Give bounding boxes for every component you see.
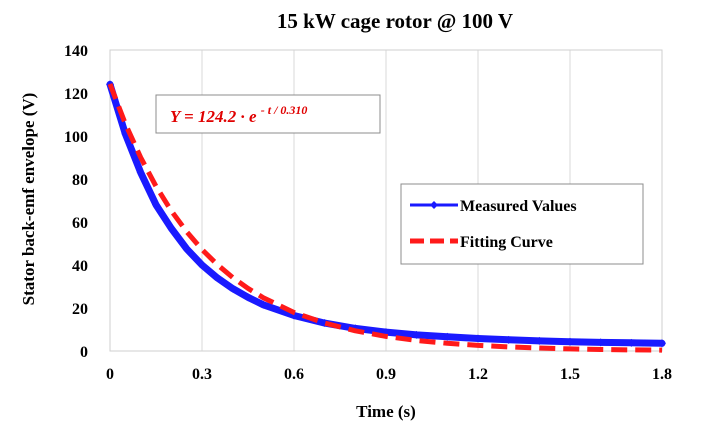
x-tick-label: 0.6 — [284, 366, 304, 383]
legend-diamond-icon — [430, 201, 438, 209]
data-point-measured — [443, 332, 452, 341]
y-tick-labels: 0 20 40 60 80 100 120 140 — [64, 43, 88, 361]
y-tick-label: 60 — [72, 215, 88, 232]
equation-main: Y = 124.2 · e — [170, 107, 257, 126]
data-point-measured — [504, 335, 513, 344]
y-tick-label: 100 — [64, 129, 88, 146]
data-point-measured — [535, 336, 544, 345]
data-point-measured — [627, 338, 636, 347]
data-point-measured — [182, 244, 191, 253]
data-point-measured — [198, 261, 206, 269]
data-point-measured — [244, 293, 252, 302]
data-point-measured — [566, 337, 574, 346]
x-tick-label: 1.8 — [652, 366, 672, 383]
equation-exponent: - t / 0.310 — [261, 103, 308, 117]
x-tick-label: 1.2 — [468, 366, 488, 383]
data-point-measured — [474, 334, 482, 343]
data-point-measured — [152, 200, 160, 209]
y-tick-label: 40 — [72, 258, 88, 275]
y-tick-label: 120 — [64, 86, 88, 103]
x-tick-labels: 0 0.3 0.6 0.9 1.2 1.5 1.8 — [106, 366, 672, 383]
y-tick-label: 140 — [64, 43, 88, 60]
x-tick-label: 1.5 — [560, 366, 580, 383]
y-tick-label: 80 — [72, 172, 88, 189]
data-point-measured — [167, 224, 176, 233]
y-tick-label: 20 — [72, 301, 88, 318]
data-point-measured — [213, 273, 222, 282]
series-line-fit — [107, 83, 663, 353]
equation-annotation: Y = 124.2 · e - t / 0.310 — [155, 94, 381, 134]
plot-area-border — [109, 49, 663, 352]
series-layer — [106, 80, 666, 353]
data-point-measured — [596, 338, 605, 347]
y-axis-title: Stator back-emf envelope (V) — [19, 93, 38, 306]
x-tick-label: 0.9 — [376, 366, 396, 383]
y-tick-label: 0 — [80, 344, 88, 361]
legend-box — [400, 183, 644, 265]
data-point-measured — [228, 284, 237, 293]
chart-title: 15 kW cage rotor @ 100 V — [277, 9, 513, 33]
legend-label-measured: Measured Values — [460, 198, 577, 215]
data-point-measured — [658, 339, 666, 348]
equation-text: Y = 124.2 · e - t / 0.310 — [170, 103, 307, 126]
data-point-measured — [412, 330, 421, 339]
x-tick-label: 0.3 — [192, 366, 212, 383]
x-axis-title: Time (s) — [356, 402, 416, 421]
equation-box — [155, 94, 381, 134]
legend: Measured Values Fitting Curve — [400, 183, 644, 265]
legend-label-fit: Fitting Curve — [460, 234, 553, 251]
data-point-measured — [136, 168, 145, 177]
data-point-measured — [259, 300, 268, 309]
x-tick-label: 0 — [106, 366, 114, 383]
